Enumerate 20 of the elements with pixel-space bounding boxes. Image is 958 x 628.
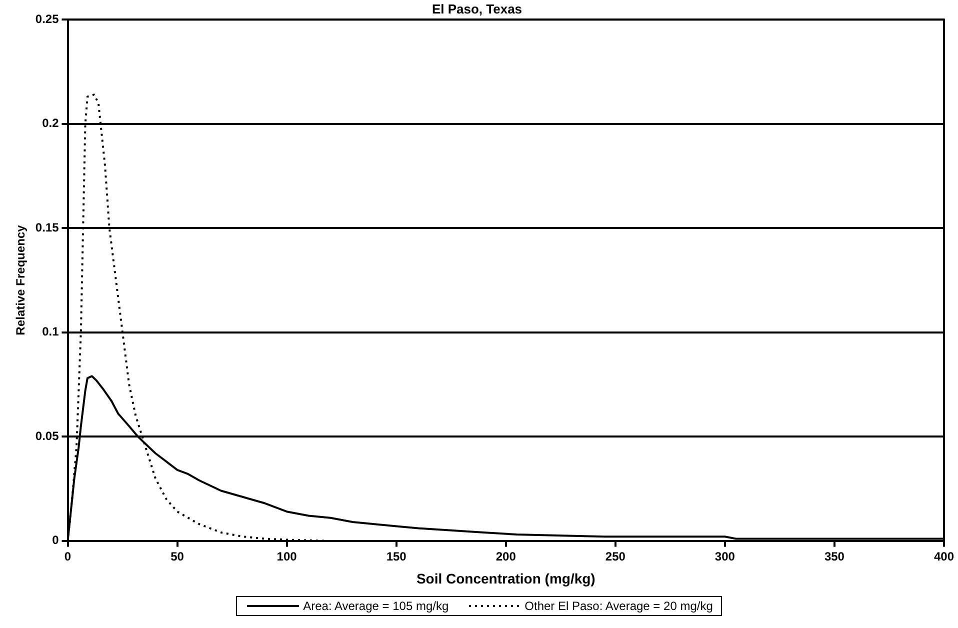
y-tick-label: 0.15 <box>35 220 60 234</box>
x-tick-label: 400 <box>934 549 954 564</box>
x-tick-label: 350 <box>824 549 845 564</box>
x-tick-label: 100 <box>276 549 298 564</box>
x-axis-title: Soil Concentration (mg/kg) <box>416 570 596 586</box>
x-tick-label: 250 <box>605 549 626 564</box>
x-tick-label: 50 <box>170 549 184 564</box>
x-tick-label: 150 <box>386 549 407 564</box>
x-tick-label: 200 <box>496 549 516 564</box>
y-tick-label: 0 <box>52 533 60 548</box>
y-tick-label: 0.25 <box>35 12 60 26</box>
y-tick-label: 0.1 <box>42 324 60 339</box>
y-tick-label: 0.05 <box>35 428 60 443</box>
x-tick-label: 0 <box>64 549 72 564</box>
chart-title: El Paso, Texas <box>432 1 522 16</box>
y-axis-title: Relative Frequency <box>14 224 28 336</box>
y-tick-label: 0.2 <box>42 116 60 130</box>
x-tick-label: 300 <box>714 549 736 564</box>
legend-label: Area: Average = 105 mg/kg <box>303 599 449 613</box>
legend-label: Other El Paso: Average = 20 mg/kg <box>524 599 713 613</box>
